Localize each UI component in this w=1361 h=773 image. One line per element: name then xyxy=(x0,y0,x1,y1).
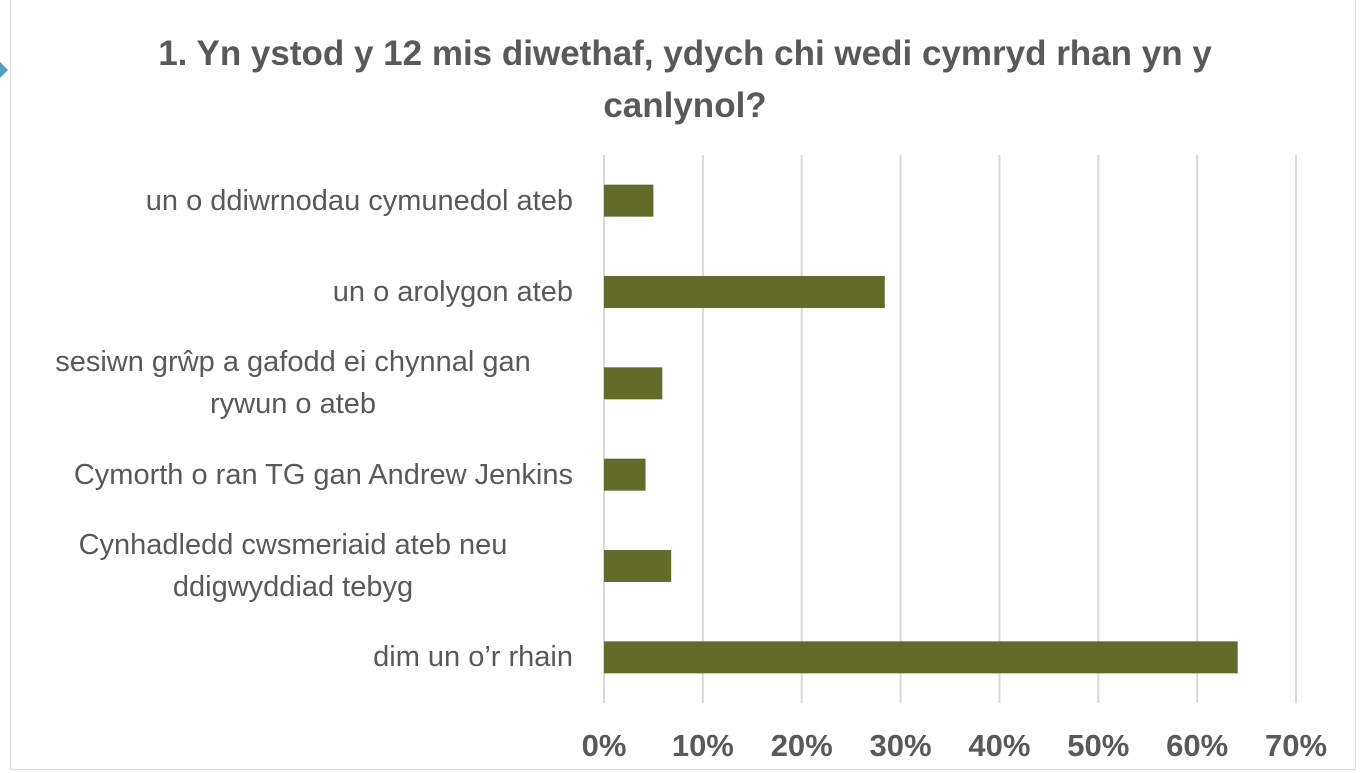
x-tick-label: 50% xyxy=(1067,728,1129,763)
chart-frame xyxy=(10,0,1356,770)
y-tick-label: Cymorth o ran TG gan Andrew Jenkins xyxy=(73,458,573,491)
bar xyxy=(604,550,672,582)
bar xyxy=(604,367,663,400)
bar xyxy=(604,458,646,491)
y-tick-label-box: un o ddiwrnodau cymunedol ateb xyxy=(10,180,573,222)
y-tick-label: un o ddiwrnodau cymunedol ateb xyxy=(145,184,573,217)
x-tick-label: 70% xyxy=(1265,728,1327,763)
y-tick-label-box: sesiwn grŵp a gafodd ei chynnal gan rywu… xyxy=(10,341,573,425)
x-tick-label: 10% xyxy=(672,728,734,763)
bar xyxy=(604,641,1238,674)
x-tick-label: 0% xyxy=(582,728,627,763)
y-tick-label: Cynhadledd cwsmeriaid ateb neu ddigwyddi… xyxy=(78,529,508,603)
y-tick-label: sesiwn grŵp a gafodd ei chynnal gan rywu… xyxy=(55,346,531,421)
x-tick-label: 30% xyxy=(870,728,932,763)
bar xyxy=(604,184,654,217)
y-tick-label: un o arolygon ateb xyxy=(332,276,573,308)
y-tick-label-box: Cymorth o ran TG gan Andrew Jenkins xyxy=(10,454,573,496)
chart-title: 1. Yn ystod y 12 mis diwethaf, ydych chi… xyxy=(158,34,1212,125)
chart-title-box: 1. Yn ystod y 12 mis diwethaf, ydych chi… xyxy=(60,28,1310,132)
bar xyxy=(604,276,885,308)
x-tick-label: 60% xyxy=(1166,728,1228,763)
y-tick-label-box: Cynhadledd cwsmeriaid ateb neu ddigwyddi… xyxy=(10,524,573,608)
y-tick-label-box: dim un o’r rhain xyxy=(10,636,573,678)
x-tick-label: 20% xyxy=(771,728,833,763)
marker-arrow xyxy=(0,62,8,78)
x-tick-label: 40% xyxy=(968,728,1030,763)
y-tick-label-box: un o arolygon ateb xyxy=(10,271,573,313)
y-tick-label: dim un o’r rhain xyxy=(373,641,573,674)
